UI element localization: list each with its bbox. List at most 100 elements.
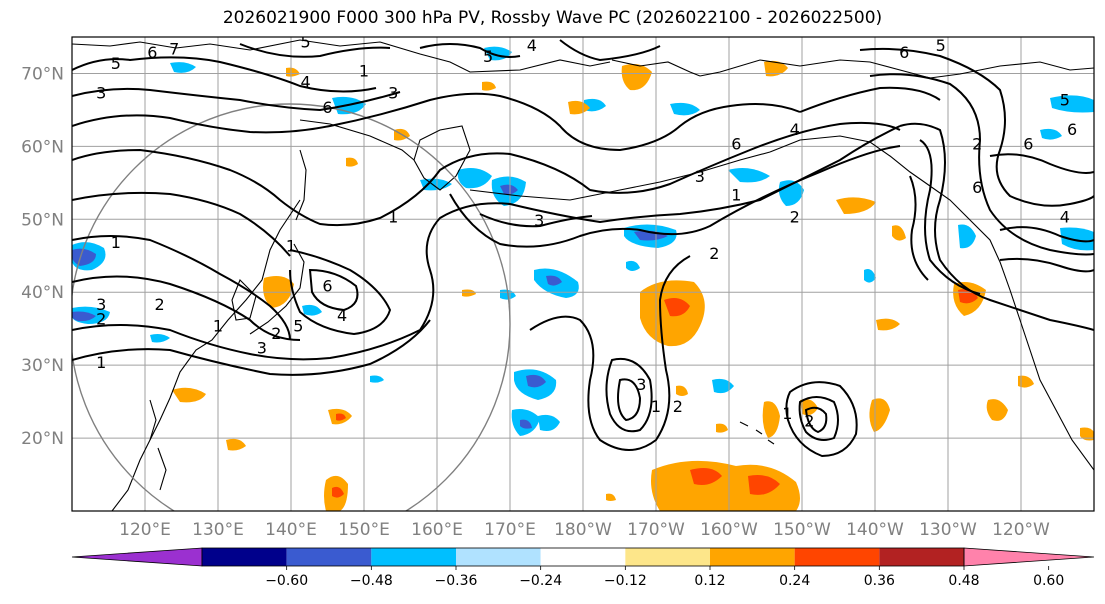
shade-blob	[1080, 427, 1094, 441]
shade-blob	[836, 197, 876, 214]
shade-blob	[568, 100, 590, 115]
contour-label: 1	[213, 317, 223, 336]
lon-tick-label: 160°E	[411, 520, 463, 540]
contour-line	[72, 191, 291, 257]
shade-blob	[526, 374, 546, 388]
contour-label: 2	[673, 397, 683, 416]
lat-tick-label: 60°N	[21, 137, 64, 157]
shade-blob	[670, 102, 700, 116]
colorbar-bin	[794, 548, 880, 566]
contour-line	[989, 153, 1094, 174]
contour-label: 4	[527, 36, 537, 55]
lat-tick-label: 30°N	[21, 356, 64, 376]
pv-contours	[72, 39, 1094, 458]
colorbar-bin	[879, 548, 964, 566]
contour-label: 5	[483, 47, 493, 66]
range-circle	[72, 103, 511, 511]
colorbar-tick-label: −0.24	[519, 573, 562, 589]
shade-blob	[302, 304, 322, 316]
coastline-east-asia	[111, 199, 301, 511]
shade-blob	[762, 401, 780, 438]
colorbar-tick-label: 0.12	[694, 573, 725, 589]
colorbar-tick-label: 0.48	[948, 573, 979, 589]
coastline-siberia	[72, 39, 611, 73]
shade-blob	[72, 311, 96, 322]
contour-label: 2	[155, 295, 165, 314]
coastline-okhotsk	[299, 119, 415, 161]
colorbar-tick-label: −0.60	[265, 573, 308, 589]
map-title: 2026021900 F000 300 hPa PV, Rossby Wave …	[222, 8, 883, 28]
latitude-labels: 70°N 60°N 50°N 40°N 30°N 20°N	[21, 64, 64, 449]
contour-line	[72, 56, 377, 93]
shade-blob	[864, 269, 876, 283]
lat-tick-label: 40°N	[21, 283, 64, 303]
contour-label: 5	[301, 32, 311, 51]
contour-line	[72, 125, 901, 361]
contour-line	[804, 406, 828, 434]
contour-label: 4	[301, 72, 311, 91]
contour-label: 3	[695, 167, 705, 186]
shade-blob	[172, 387, 206, 403]
colorbar-outline	[201, 547, 965, 567]
contour-label: 6	[1067, 120, 1077, 139]
shade-blob	[286, 67, 300, 77]
shade-blob	[546, 275, 562, 286]
shade-blob	[621, 64, 652, 91]
coastline-chukotka	[611, 59, 701, 77]
contour-label: 2	[709, 244, 719, 263]
colorbar-bin	[456, 548, 541, 566]
contour-label: 6	[147, 43, 157, 62]
contour-line	[869, 73, 1094, 256]
lon-tick-label: 130°W	[919, 520, 977, 540]
contour-label: 1	[388, 207, 398, 226]
coastline-kamchatka	[413, 125, 471, 191]
shade-blob	[226, 438, 246, 451]
contour-label: 3	[257, 339, 267, 358]
contour-line	[419, 43, 521, 58]
contour-line	[72, 319, 431, 376]
shade-blob	[626, 260, 640, 271]
shade-blob	[370, 375, 384, 383]
shade-blob	[336, 413, 346, 421]
contour-label: 6	[899, 43, 909, 62]
shade-blob	[876, 318, 900, 331]
colorbar-bin	[286, 548, 372, 566]
colorbar-bin	[625, 548, 710, 566]
contour-label: 6	[731, 134, 741, 153]
map-frame	[71, 36, 1095, 512]
contour-label: 5	[293, 317, 303, 336]
coastline-sakhalin	[295, 149, 307, 221]
shade-blob	[958, 224, 976, 249]
contour-line	[72, 235, 291, 341]
lon-tick-label: 150°E	[338, 520, 390, 540]
contour-line	[72, 87, 401, 112]
shade-blob	[520, 419, 532, 429]
contour-label: 3	[96, 295, 106, 314]
contour-label: 4	[1060, 207, 1070, 226]
contour-line	[72, 92, 801, 152]
contour-line	[605, 358, 653, 433]
contour-line	[559, 39, 661, 62]
longitude-labels: 120°E 130°E 140°E 150°E 160°E 170°E 180°W 170°W…	[119, 520, 1050, 540]
shade-blob	[676, 385, 688, 396]
contour-label: 3	[388, 83, 398, 102]
shade-blob	[538, 414, 560, 431]
contour-line	[999, 226, 1094, 243]
lon-tick-label: 140°E	[265, 520, 317, 540]
contour-label: 5	[111, 54, 121, 73]
lon-tick-label: 160°W	[700, 520, 758, 540]
colorbar: −0.60 −0.48 −0.36 −0.24 −0.12 0.12 0.24 0.36 0.4…	[71, 547, 1095, 589]
contour-line	[919, 139, 981, 295]
contour-label: 1	[731, 185, 741, 204]
lat-tick-label: 20°N	[21, 429, 64, 449]
map-gridlines	[72, 37, 1094, 511]
contour-label: 1	[286, 236, 296, 255]
contour-line	[785, 381, 858, 458]
contour-label: 1	[782, 404, 792, 423]
contour-label: 1	[651, 397, 661, 416]
shade-blob	[606, 493, 616, 501]
shade-blob	[170, 62, 196, 73]
shade-blob	[892, 225, 906, 241]
shade-blob	[332, 486, 344, 498]
contour-label: 2	[972, 134, 982, 153]
